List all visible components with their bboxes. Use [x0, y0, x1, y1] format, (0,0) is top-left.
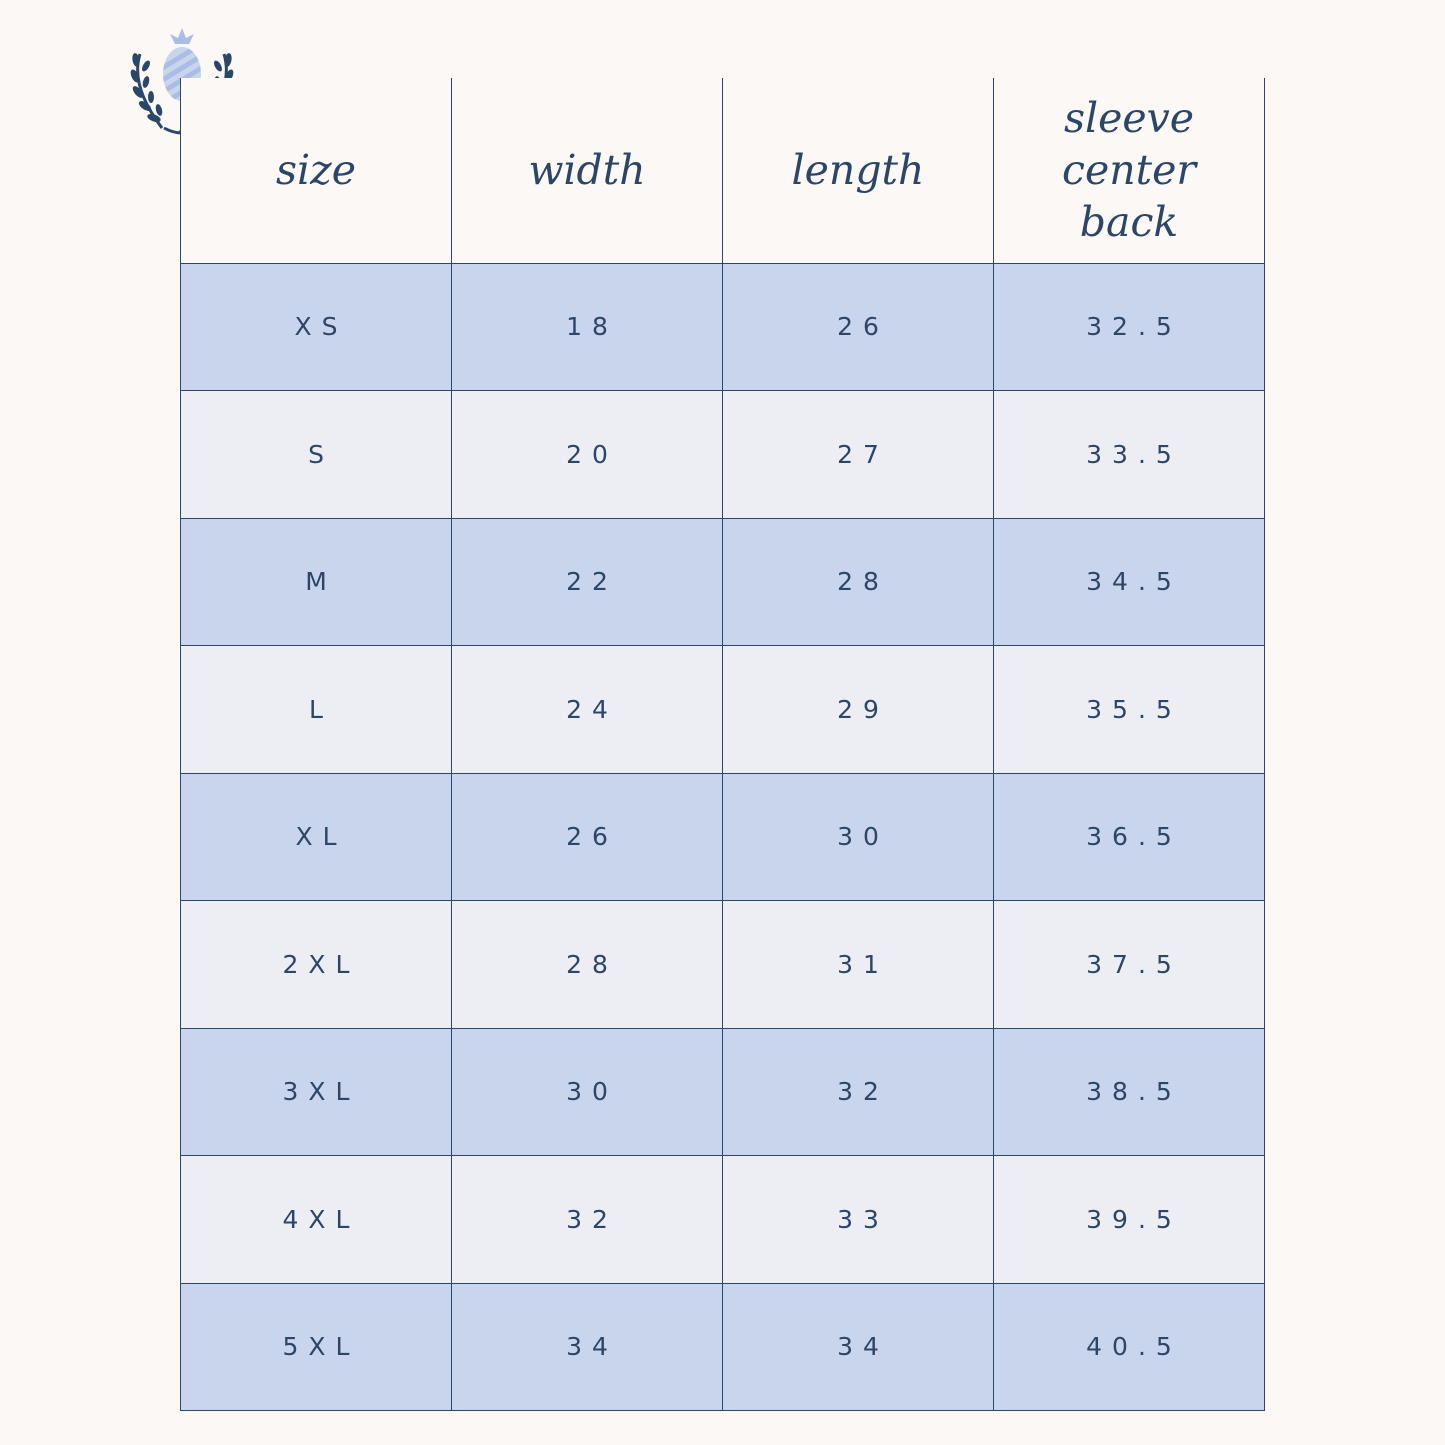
- table-row: XS 18 26 32.5: [180, 262, 1265, 391]
- header-sleeve-center-back: sleeve center back: [993, 78, 1265, 264]
- cell-width: 28: [451, 900, 723, 1029]
- cell-length: 29: [722, 645, 994, 774]
- cell-sleeve: 33.5: [993, 390, 1265, 519]
- cell-size: L: [180, 645, 452, 774]
- cell-size: S: [180, 390, 452, 519]
- cell-length: 28: [722, 517, 994, 646]
- cell-width: 30: [451, 1027, 723, 1156]
- header-sleeve-center-back-label: sleeve center back: [1062, 94, 1196, 247]
- cell-length: 26: [722, 262, 994, 391]
- cell-sleeve: 36.5: [993, 772, 1265, 901]
- cell-sleeve: 38.5: [993, 1027, 1265, 1156]
- cell-sleeve: 37.5: [993, 900, 1265, 1029]
- table-row: M 22 28 34.5: [180, 517, 1265, 646]
- size-chart-table: size width length sleeve center back XS …: [180, 78, 1265, 1411]
- table-row: XL 26 30 36.5: [180, 772, 1265, 901]
- header-length: length: [722, 78, 994, 264]
- cell-size: 3XL: [180, 1027, 452, 1156]
- header-width: width: [451, 78, 723, 264]
- table-row: L 24 29 35.5: [180, 645, 1265, 774]
- cell-width: 22: [451, 517, 723, 646]
- table-row: 2XL 28 31 37.5: [180, 900, 1265, 1029]
- table-row: 4XL 32 33 39.5: [180, 1155, 1265, 1284]
- cell-width: 32: [451, 1155, 723, 1284]
- table-row: 5XL 34 34 40.5: [180, 1282, 1265, 1411]
- cell-size: 2XL: [180, 900, 452, 1029]
- cell-size: XS: [180, 262, 452, 391]
- cell-width: 24: [451, 645, 723, 774]
- cell-length: 33: [722, 1155, 994, 1284]
- header-size: size: [180, 78, 452, 264]
- cell-width: 34: [451, 1282, 723, 1411]
- header-row: size width length sleeve center back: [180, 78, 1265, 264]
- cell-sleeve: 34.5: [993, 517, 1265, 646]
- cell-length: 30: [722, 772, 994, 901]
- cell-width: 26: [451, 772, 723, 901]
- cell-sleeve: 39.5: [993, 1155, 1265, 1284]
- cell-length: 31: [722, 900, 994, 1029]
- cell-length: 34: [722, 1282, 994, 1411]
- cell-size: 4XL: [180, 1155, 452, 1284]
- table-row: 3XL 30 32 38.5: [180, 1027, 1265, 1156]
- cell-length: 32: [722, 1027, 994, 1156]
- table-row: S 20 27 33.5: [180, 390, 1265, 519]
- cell-width: 18: [451, 262, 723, 391]
- cell-size: 5XL: [180, 1282, 452, 1411]
- cell-sleeve: 35.5: [993, 645, 1265, 774]
- cell-width: 20: [451, 390, 723, 519]
- cell-sleeve: 40.5: [993, 1282, 1265, 1411]
- cell-length: 27: [722, 390, 994, 519]
- cell-size: XL: [180, 772, 452, 901]
- cell-sleeve: 32.5: [993, 262, 1265, 391]
- cell-size: M: [180, 517, 452, 646]
